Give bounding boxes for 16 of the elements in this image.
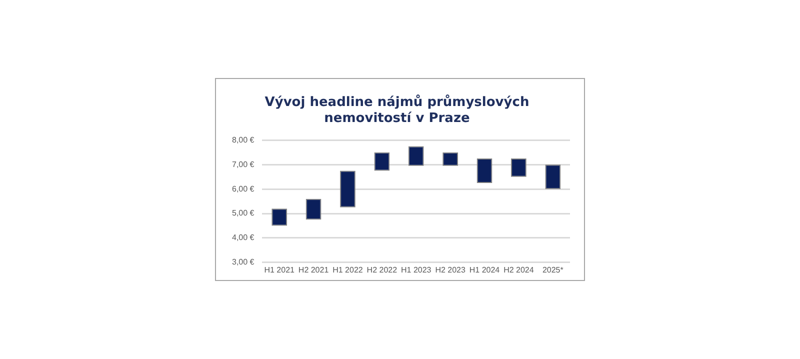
x-tick-label: H1 2022 bbox=[332, 265, 364, 274]
x-tick-label: H1 2024 bbox=[469, 265, 500, 274]
x-tick-label: H2 2021 bbox=[298, 265, 330, 274]
x-tick-label: H2 2022 bbox=[366, 265, 398, 274]
x-tick-label: H1 2023 bbox=[400, 265, 432, 274]
x-tick-label: H2 2024 bbox=[504, 265, 534, 274]
y-tick-label: 8,00 € bbox=[232, 135, 255, 144]
y-tick-label: 3,00 € bbox=[232, 258, 255, 267]
y-tick-label: 6,00 € bbox=[232, 184, 255, 194]
y-tick-label: 7,00 € bbox=[232, 160, 255, 169]
y-tick-label: 4,00 € bbox=[232, 233, 255, 242]
chart-title: Vývoj headline nájmů průmyslových nemovitostí v Praze bbox=[264, 94, 530, 126]
x-tick-label: 2025* bbox=[542, 265, 564, 274]
x-tick-label: H1 2021 bbox=[264, 265, 296, 274]
x-tick-label: H2 2023 bbox=[435, 265, 466, 274]
y-tick-label: 5,00 € bbox=[232, 208, 255, 218]
